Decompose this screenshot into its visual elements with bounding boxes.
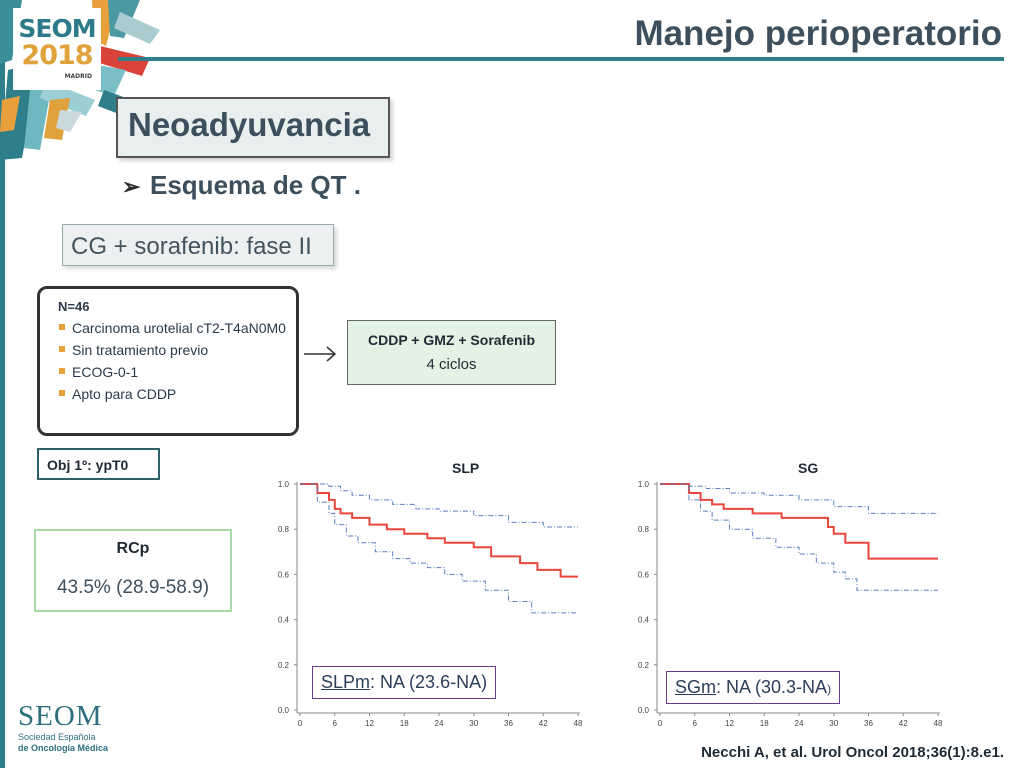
regimen-title: CDDP + GMZ + Sorafenib [368,332,535,348]
study-subtitle-box: CG + sorafenib: fase II [62,224,334,266]
inclusion-criteria-box: N=46 Carcinoma urotelial cT2-T4aN0M0 Sin… [37,286,299,436]
bullet-heading-text: Esquema de QT . [150,170,361,200]
seom-footer-logo: SEOM Sociedad Española de Oncología Médi… [18,700,128,760]
bullet-heading: ➢ Esquema de QT . [122,170,361,201]
median-sg-box: SGm: NA (30.3-NA) [666,671,841,704]
section-title-box: Neoadyuvancia [116,97,390,158]
km-chart-sg: SG 0.0 0.2 0.4 0.6 0.8 1.0 0 6 12 18 24 30 36 42 48 [622,460,952,732]
y-tick-label: 0.4 [638,616,650,625]
sg-ci-line-2 [660,483,938,591]
criteria-item: Carcinoma urotelial cT2-T4aN0M0 [58,319,288,337]
section-title: Neoadyuvancia [128,106,371,143]
footer-brand: SEOM [18,700,103,732]
citation: Necchi A, et al. Urol Oncol 2018;36(1):8… [701,744,1004,761]
km-chart-slp: SLP 0.0 0.2 0.4 0.6 0.8 1.0 0 6 12 18 24 30 36 42 48 [262,460,594,732]
median-sg-label: SGm [675,677,717,697]
logo-brand: SEOM [18,14,96,43]
median-slp-label: SLPm [321,672,371,692]
y-tick-label: 0.2 [638,661,650,670]
km-plot-sg: 0.0 0.2 0.4 0.6 0.8 1.0 0 6 12 18 24 30 36 42 48 [638,480,943,728]
flow-arrow-icon [304,346,337,362]
objective-text: Obj 1º: ypT0 [47,457,129,473]
left-accent-bar [0,0,5,768]
y-tick-label: 0.8 [638,525,650,534]
slp-ci-line-1 [300,483,578,528]
y-tick-label: 0.2 [278,661,290,670]
x-tick-label: 0 [658,719,663,728]
rcp-value: 43.5% (28.9-58.9) [56,577,210,598]
y-tick-label: 0.0 [638,706,650,715]
study-subtitle: CG + sorafenib: fase II [71,233,312,260]
header-decoration: SEOM 2018 MADRID [0,0,175,170]
y-tick-label: 0.4 [278,616,290,625]
x-tick-label: 24 [795,719,804,728]
x-tick-label: 18 [400,719,409,728]
x-tick-label: 42 [899,719,908,728]
logo-year: 2018 [21,40,93,71]
x-tick-label: 36 [864,719,873,728]
slide-title: Manejo perioperatorio [634,14,1002,53]
median-slp-value: : NA (23.6-NA) [370,672,488,692]
x-tick-label: 12 [725,719,734,728]
criteria-list: Carcinoma urotelial cT2-T4aN0M0 Sin trat… [58,319,288,407]
sg-ci-line-1 [660,483,938,514]
chart-title-sg: SG [798,460,819,476]
criteria-item: Apto para CDDP [58,385,288,403]
x-tick-label: 48 [574,719,583,728]
sg-estimate-line [660,483,938,560]
x-tick-label: 0 [298,719,303,728]
chart-title-slp: SLP [452,460,480,476]
logo-city: MADRID [64,73,92,80]
criteria-item: ECOG-0-1 [58,363,288,381]
slp-estimate-line [300,483,578,578]
median-sg-value: : NA (30.3-NA [716,677,828,697]
x-tick-label: 12 [365,719,374,728]
y-tick-label: 1.0 [638,480,650,489]
regimen-box: CDDP + GMZ + Sorafenib 4 ciclos [347,320,556,385]
footer-org-line2: de Oncología Médica [18,743,109,753]
slp-ci-line-2 [300,483,578,614]
x-tick-label: 18 [760,719,769,728]
x-tick-label: 24 [435,719,444,728]
objective-box: Obj 1º: ypT0 [37,448,160,480]
x-tick-label: 6 [333,719,338,728]
x-tick-label: 30 [829,719,838,728]
x-tick-label: 42 [539,719,548,728]
y-tick-label: 1.0 [278,480,290,489]
y-tick-label: 0.6 [638,570,650,579]
median-slp-box: SLPm: NA (23.6-NA) [312,666,497,699]
y-tick-label: 0.6 [278,570,290,579]
seom-2018-logo: SEOM 2018 MADRID [13,8,101,90]
title-underline [118,57,1004,61]
rcp-box: RCp 43.5% (28.9-58.9) [34,529,232,612]
x-tick-label: 48 [934,719,943,728]
x-tick-label: 30 [469,719,478,728]
footer-org-line1: Sociedad Española [18,732,96,742]
regimen-cycles: 4 ciclos [426,356,477,373]
sample-size: N=46 [58,299,90,314]
criteria-item: Sin tratamiento previo [58,341,288,359]
y-tick-label: 0.8 [278,525,290,534]
x-tick-label: 36 [504,719,513,728]
median-sg-close: ) [827,682,832,696]
y-tick-label: 0.0 [278,706,290,715]
arrow-bullet-icon: ➢ [122,174,141,199]
km-plot-slp: 0.0 0.2 0.4 0.6 0.8 1.0 0 6 12 18 24 30 36 42 48 [278,480,583,728]
x-tick-label: 6 [693,719,698,728]
rcp-title: RCp [116,540,150,557]
